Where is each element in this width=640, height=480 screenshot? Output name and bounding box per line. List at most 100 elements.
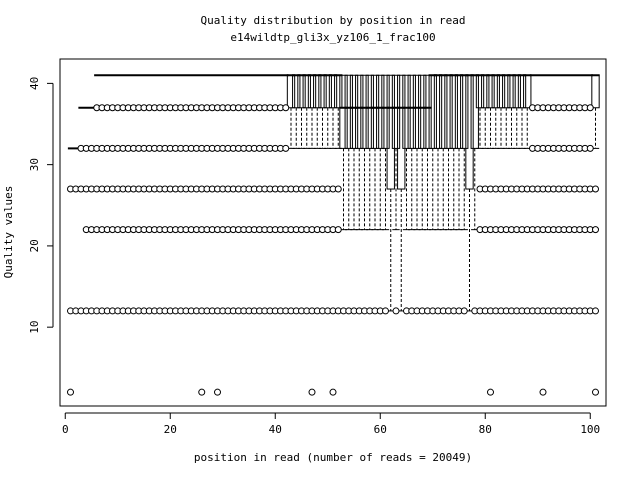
box-position-66: [407, 74, 416, 231]
outlier-run-6: [82, 226, 342, 234]
box-position-57: [360, 74, 369, 231]
box-position-67: [412, 74, 422, 231]
box-position-77: [465, 74, 474, 312]
box: [381, 74, 390, 149]
box-position-61: [381, 74, 390, 231]
box: [360, 74, 369, 149]
outlier-run-7: [476, 226, 599, 234]
box: [454, 74, 464, 149]
box: [491, 74, 500, 109]
outlier-point: [460, 307, 468, 315]
outlier-point-low: [308, 388, 316, 396]
y-tick-label: 20: [28, 239, 41, 252]
x-tick-label: 0: [62, 423, 69, 436]
box-position-46: [302, 74, 311, 149]
box-position-47: [307, 74, 317, 149]
outlier-run-8: [67, 307, 389, 315]
box: [323, 74, 332, 109]
box-position-60: [376, 74, 385, 231]
x-tick-label: 100: [580, 423, 600, 436]
outlier-run-9: [392, 307, 400, 315]
box: [344, 74, 353, 149]
box: [423, 74, 432, 149]
box-position-73: [444, 74, 453, 231]
box-position-75: [454, 74, 464, 231]
box: [496, 74, 506, 109]
box: [334, 74, 343, 109]
box-position-62: [386, 74, 395, 312]
box-position-63: [391, 74, 401, 231]
box-position-101: [591, 74, 600, 149]
box-position-86: [512, 74, 521, 149]
outlier-point: [592, 185, 599, 193]
box: [486, 74, 495, 109]
box: [418, 74, 427, 149]
box: [433, 74, 443, 149]
box-position-43: [286, 74, 296, 149]
chart-subtitle: e14wildtp_gli3x_yz106_1_frac100: [230, 31, 435, 44]
box-position-69: [423, 74, 432, 231]
box-position-65: [402, 74, 411, 231]
outlier-point: [592, 307, 599, 315]
box: [307, 74, 317, 109]
box: [407, 74, 416, 149]
box: [412, 74, 422, 149]
outlier-run-5: [476, 185, 599, 193]
box: [292, 74, 301, 109]
box: [297, 74, 306, 109]
box: [507, 74, 516, 109]
box-position-88: [523, 74, 532, 149]
outlier-point: [392, 307, 400, 315]
box: [402, 74, 411, 149]
box-position-56: [355, 74, 364, 231]
box: [349, 74, 359, 149]
box-position-59: [370, 74, 380, 231]
x-axis-label: position in read (number of reads = 2004…: [194, 451, 472, 464]
box: [386, 74, 395, 190]
box-position-81: [486, 74, 495, 149]
outlier-point: [334, 185, 342, 193]
box-position-64: [397, 74, 406, 312]
outlier-run-3: [529, 144, 594, 152]
box-position-53: [339, 74, 348, 231]
box-position-83: [496, 74, 506, 149]
x-tick-label: 40: [269, 423, 282, 436]
outlier-point-low: [67, 388, 74, 396]
outlier-point-low: [329, 388, 337, 396]
box-position-55: [349, 74, 359, 231]
box-position-74: [449, 74, 458, 231]
outlier-point: [382, 307, 389, 315]
box-position-49: [318, 74, 327, 149]
box-position-82: [491, 74, 500, 149]
box-position-51: [328, 74, 338, 149]
box: [370, 74, 380, 149]
box-position-84: [502, 74, 511, 149]
outlier-point-low: [198, 388, 206, 396]
box-position-71: [433, 74, 443, 231]
box: [339, 74, 348, 149]
box-position-48: [313, 74, 322, 149]
box: [517, 74, 527, 109]
y-axis: 10 20 30 40: [28, 77, 54, 334]
box-position-72: [439, 74, 448, 231]
box-position-87: [517, 74, 527, 149]
y-tick-label: 30: [28, 158, 41, 171]
box: [470, 74, 479, 149]
x-axis: 0 20 40 60 80 100: [62, 412, 600, 436]
x-tick-label: 20: [164, 423, 177, 436]
outlier-point-low: [214, 388, 221, 396]
box-position-80: [481, 74, 490, 149]
box-position-58: [365, 74, 374, 231]
box: [355, 74, 364, 149]
outlier-point: [592, 226, 599, 234]
box: [439, 74, 448, 149]
box: [428, 74, 437, 149]
y-tick-label: 10: [28, 321, 41, 334]
outlier-point: [334, 226, 342, 234]
box: [481, 74, 490, 109]
box-position-68: [418, 74, 427, 231]
outlier-point-low: [539, 388, 547, 396]
outlier-point: [586, 144, 594, 152]
data-marks: [67, 74, 600, 396]
